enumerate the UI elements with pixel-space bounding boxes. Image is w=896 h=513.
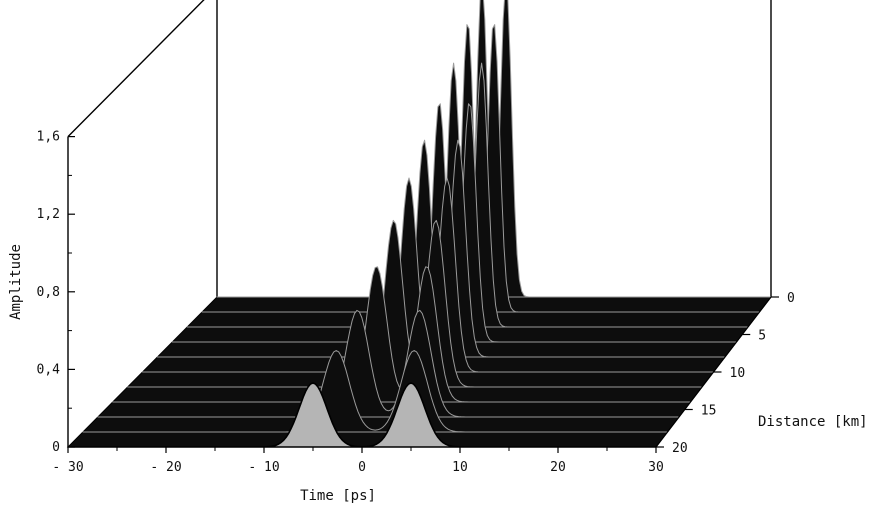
y-tick-label-1: 0,4	[37, 362, 61, 377]
y-axis-label: Amplitude	[8, 244, 24, 320]
trace-distance-16km	[97, 309, 680, 418]
y-tick-label-3: 1,2	[37, 207, 60, 222]
x-tick-label-0: - 30	[52, 460, 83, 475]
x-tick-label-4: 10	[452, 460, 468, 475]
y-tick-label-2: 0,8	[37, 285, 60, 300]
x-tick-label-3: 0	[358, 460, 366, 475]
x-axis-label: Time [ps]	[300, 488, 376, 504]
z-axis-label: Distance [km]	[758, 414, 868, 430]
z-tick-label-0: 0	[787, 291, 795, 306]
x-tick-label-2: - 10	[248, 460, 279, 475]
trace-distance-18km	[82, 350, 668, 433]
z-tick-label-1: 5	[758, 329, 766, 344]
x-tick-label-6: 30	[648, 460, 664, 475]
z-tick-label-4: 20	[672, 441, 688, 456]
y-tick-label-4: 1,6	[37, 130, 60, 145]
waterfall-curves	[67, 0, 772, 448]
top-left-edge	[67, 0, 205, 138]
x-tick-label-5: 20	[550, 460, 566, 475]
z-tick-label-2: 10	[730, 366, 746, 381]
x-tick-label-1: - 20	[150, 460, 181, 475]
axes: 0 0,4 0,8 1,2 1,6 - 30 - 20 - 10 0 10 20 30 0 5 10 15 20	[37, 130, 795, 475]
z-tick-label-3: 15	[701, 404, 717, 419]
labels: Time [ps] Amplitude Distance [km]	[8, 244, 868, 504]
y-tick-label-0: 0	[52, 440, 60, 455]
